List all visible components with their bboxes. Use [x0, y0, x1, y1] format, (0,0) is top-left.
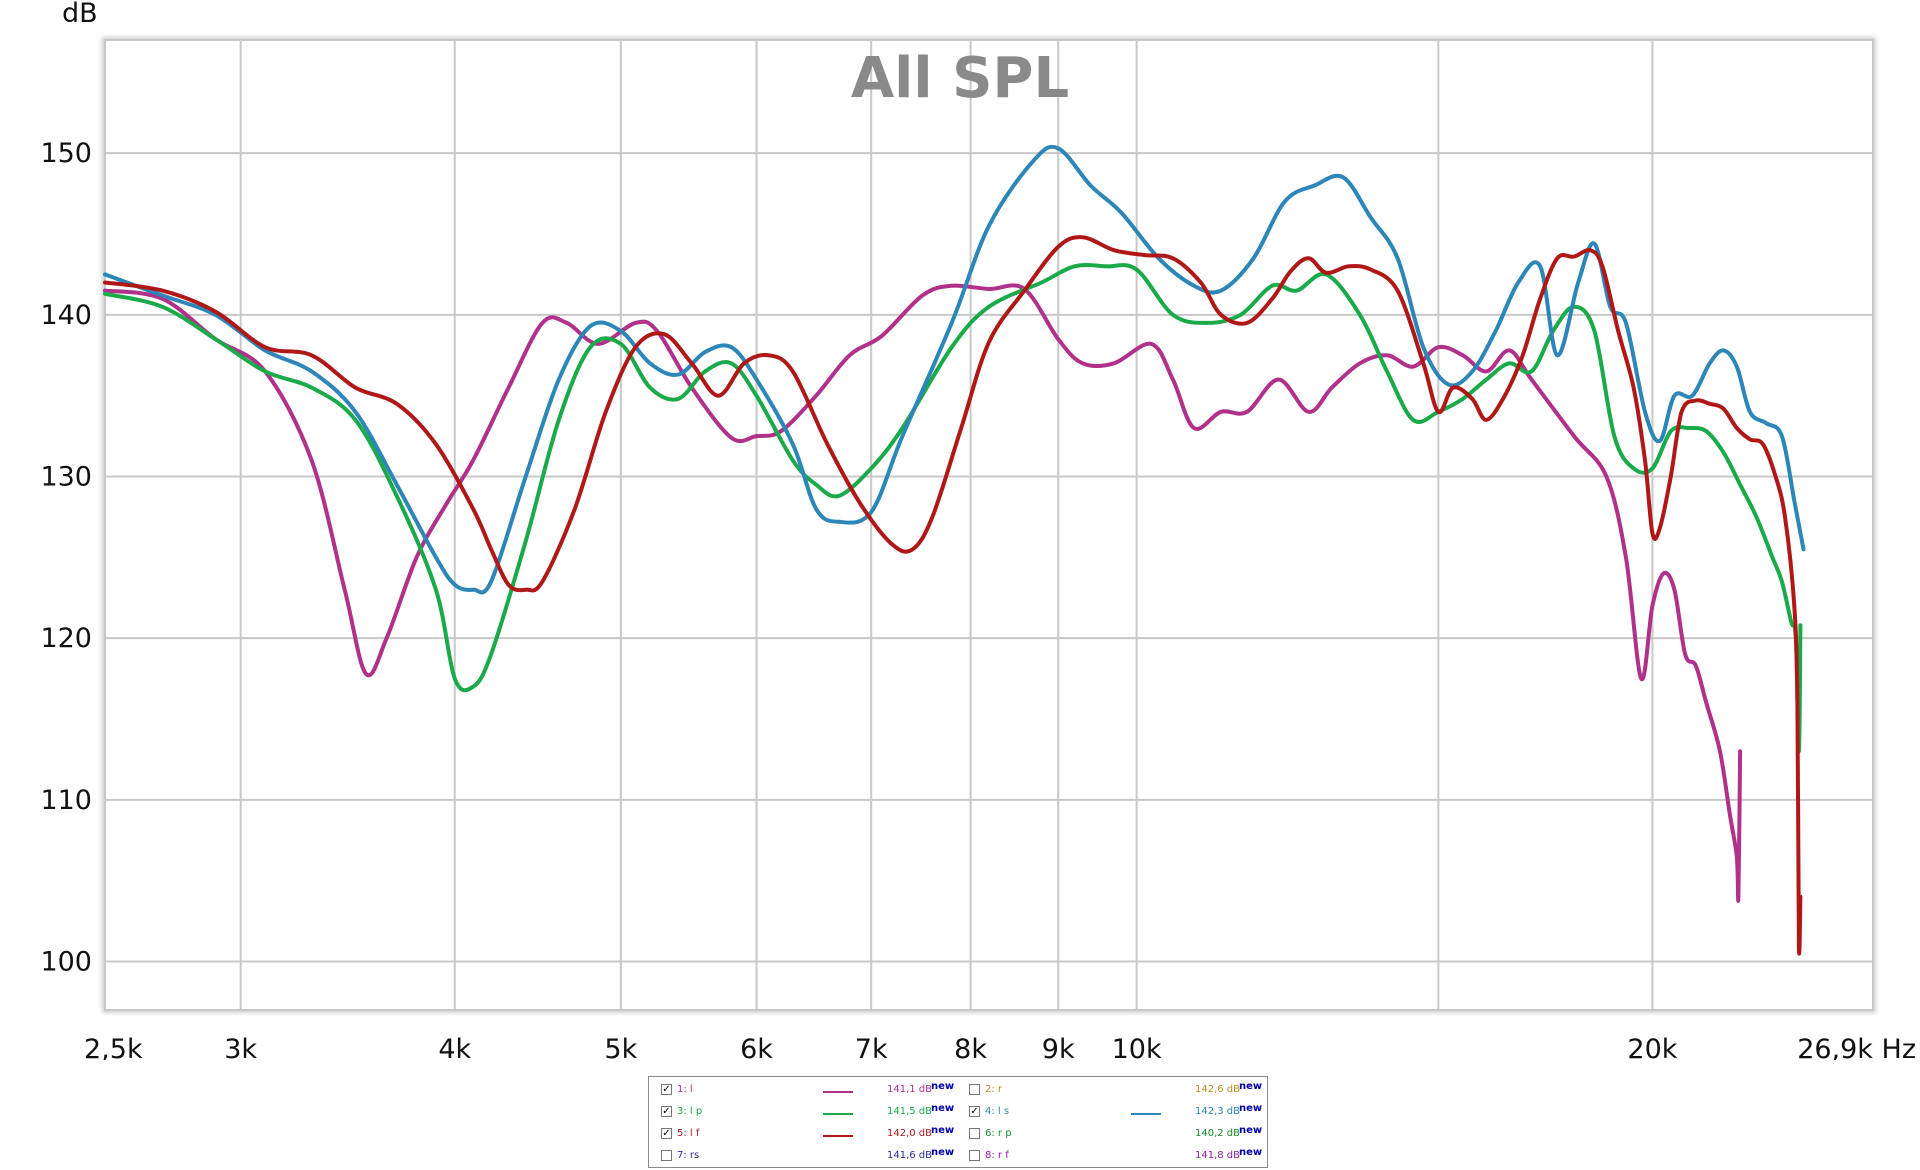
- legend: ✓ 1: l 141,1 dB new 2: r 142,6 dB new ✓ 3: l p 14…: [648, 1076, 1268, 1168]
- x-tick-label-10: 26,9k Hz: [1797, 1034, 1916, 1060]
- x-tick-label-1: 3k: [224, 1034, 257, 1060]
- x-tick-label-5: 7k: [855, 1034, 888, 1060]
- legend-item-3: ✓ 3: l p 141,5 dB new: [661, 1103, 961, 1123]
- legend-name-4: 4: l s: [985, 1106, 1010, 1117]
- legend-new-label-7: new: [931, 1147, 955, 1158]
- legend-name-8: 8: r f: [985, 1150, 1009, 1161]
- y-tick-label-5: 150: [40, 138, 92, 169]
- x-tick-label-4: 6k: [740, 1034, 773, 1060]
- chart-title: All SPL: [851, 46, 1069, 111]
- legend-name-3: 3: l p: [677, 1106, 703, 1117]
- legend-new-label-5: new: [931, 1125, 955, 1136]
- legend-name-2: 2: r: [985, 1084, 1003, 1095]
- legend-value-3: 141,5 dB: [887, 1106, 933, 1117]
- x-tick-label-7: 9k: [1042, 1034, 1075, 1060]
- series-line-4: [103, 235, 1803, 956]
- legend-checkbox-3[interactable]: ✓: [661, 1106, 672, 1117]
- legend-value-6: 140,2 dB: [1195, 1128, 1241, 1139]
- legend-value-5: 142,0 dB: [887, 1128, 933, 1139]
- x-tick-label-8: 10k: [1112, 1034, 1162, 1060]
- legend-checkbox-1[interactable]: ✓: [661, 1084, 672, 1095]
- legend-new-label-3: new: [931, 1103, 955, 1114]
- x-tick-label-2: 4k: [438, 1034, 471, 1060]
- legend-name-7: 7: rs: [677, 1150, 700, 1161]
- x-tick-label-3: 5k: [604, 1034, 637, 1060]
- y-tick-label-3: 130: [40, 462, 92, 493]
- y-tick-label-2: 120: [40, 623, 92, 654]
- legend-item-7: 7: rs 141,6 dB new: [661, 1147, 961, 1167]
- legend-item-4: ✓ 4: l s 142,3 dB new: [969, 1103, 1269, 1123]
- legend-name-6: 6: r p: [985, 1128, 1012, 1139]
- y-tick-labels: 100 110 120 130 140 150: [40, 138, 92, 977]
- legend-checkbox-7[interactable]: [661, 1150, 672, 1161]
- legend-new-label-4: new: [1239, 1103, 1263, 1114]
- legend-checkbox-4[interactable]: ✓: [969, 1106, 980, 1117]
- legend-value-8: 141,8 dB: [1195, 1150, 1241, 1161]
- legend-checkbox-8[interactable]: [969, 1150, 980, 1161]
- y-tick-label-4: 140: [40, 300, 92, 331]
- legend-name-1: 1: l: [677, 1084, 693, 1095]
- legend-item-1: ✓ 1: l 141,1 dB new: [661, 1081, 961, 1101]
- legend-item-6: 6: r p 140,2 dB new: [969, 1125, 1269, 1145]
- x-tick-label-6: 8k: [954, 1034, 987, 1060]
- legend-value-1: 141,1 dB: [887, 1084, 933, 1095]
- legend-name-5: 5: l f: [677, 1128, 700, 1139]
- legend-value-4: 142,3 dB: [1195, 1106, 1241, 1117]
- legend-checkbox-6[interactable]: [969, 1128, 980, 1139]
- legend-swatch-4: [1131, 1113, 1161, 1115]
- legend-item-8: 8: r f 141,8 dB new: [969, 1147, 1269, 1167]
- legend-new-label-1: new: [931, 1081, 955, 1092]
- legend-value-2: 142,6 dB: [1195, 1084, 1241, 1095]
- x-tick-label-0: 2,5k: [84, 1034, 143, 1060]
- y-tick-label-1: 110: [40, 785, 92, 816]
- plot-area: [104, 39, 1874, 1011]
- x-tick-label-9: 20k: [1627, 1034, 1677, 1060]
- legend-checkbox-5[interactable]: ✓: [661, 1128, 672, 1139]
- y-axis-label: dB: [62, 0, 98, 29]
- legend-swatch-3: [823, 1113, 853, 1115]
- legend-item-5: ✓ 5: l f 142,0 dB new: [661, 1125, 961, 1145]
- legend-checkbox-2[interactable]: [969, 1084, 980, 1095]
- legend-item-2: 2: r 142,6 dB new: [969, 1081, 1269, 1101]
- series-line-3: [103, 144, 1806, 595]
- x-tick-labels: 2,5k 3k 4k 5k 6k 7k 8k 9k 10k 20k 26,9k Hz: [84, 1034, 1916, 1060]
- legend-new-label-2: new: [1239, 1081, 1263, 1092]
- legend-swatch-1: [823, 1091, 853, 1093]
- series-line-2: [103, 262, 1803, 754]
- legend-swatch-5: [823, 1135, 853, 1137]
- legend-value-7: 141,6 dB: [887, 1150, 933, 1161]
- legend-new-label-8: new: [1239, 1147, 1263, 1158]
- spl-chart: All SPL dB 100 110 120 130 140 150 2,5k 3k 4k 5k…: [40, 0, 1916, 1060]
- grid: [105, 40, 1873, 1010]
- y-tick-label-0: 100: [40, 947, 92, 978]
- legend-new-label-6: new: [1239, 1125, 1263, 1136]
- series-group: [103, 144, 1806, 956]
